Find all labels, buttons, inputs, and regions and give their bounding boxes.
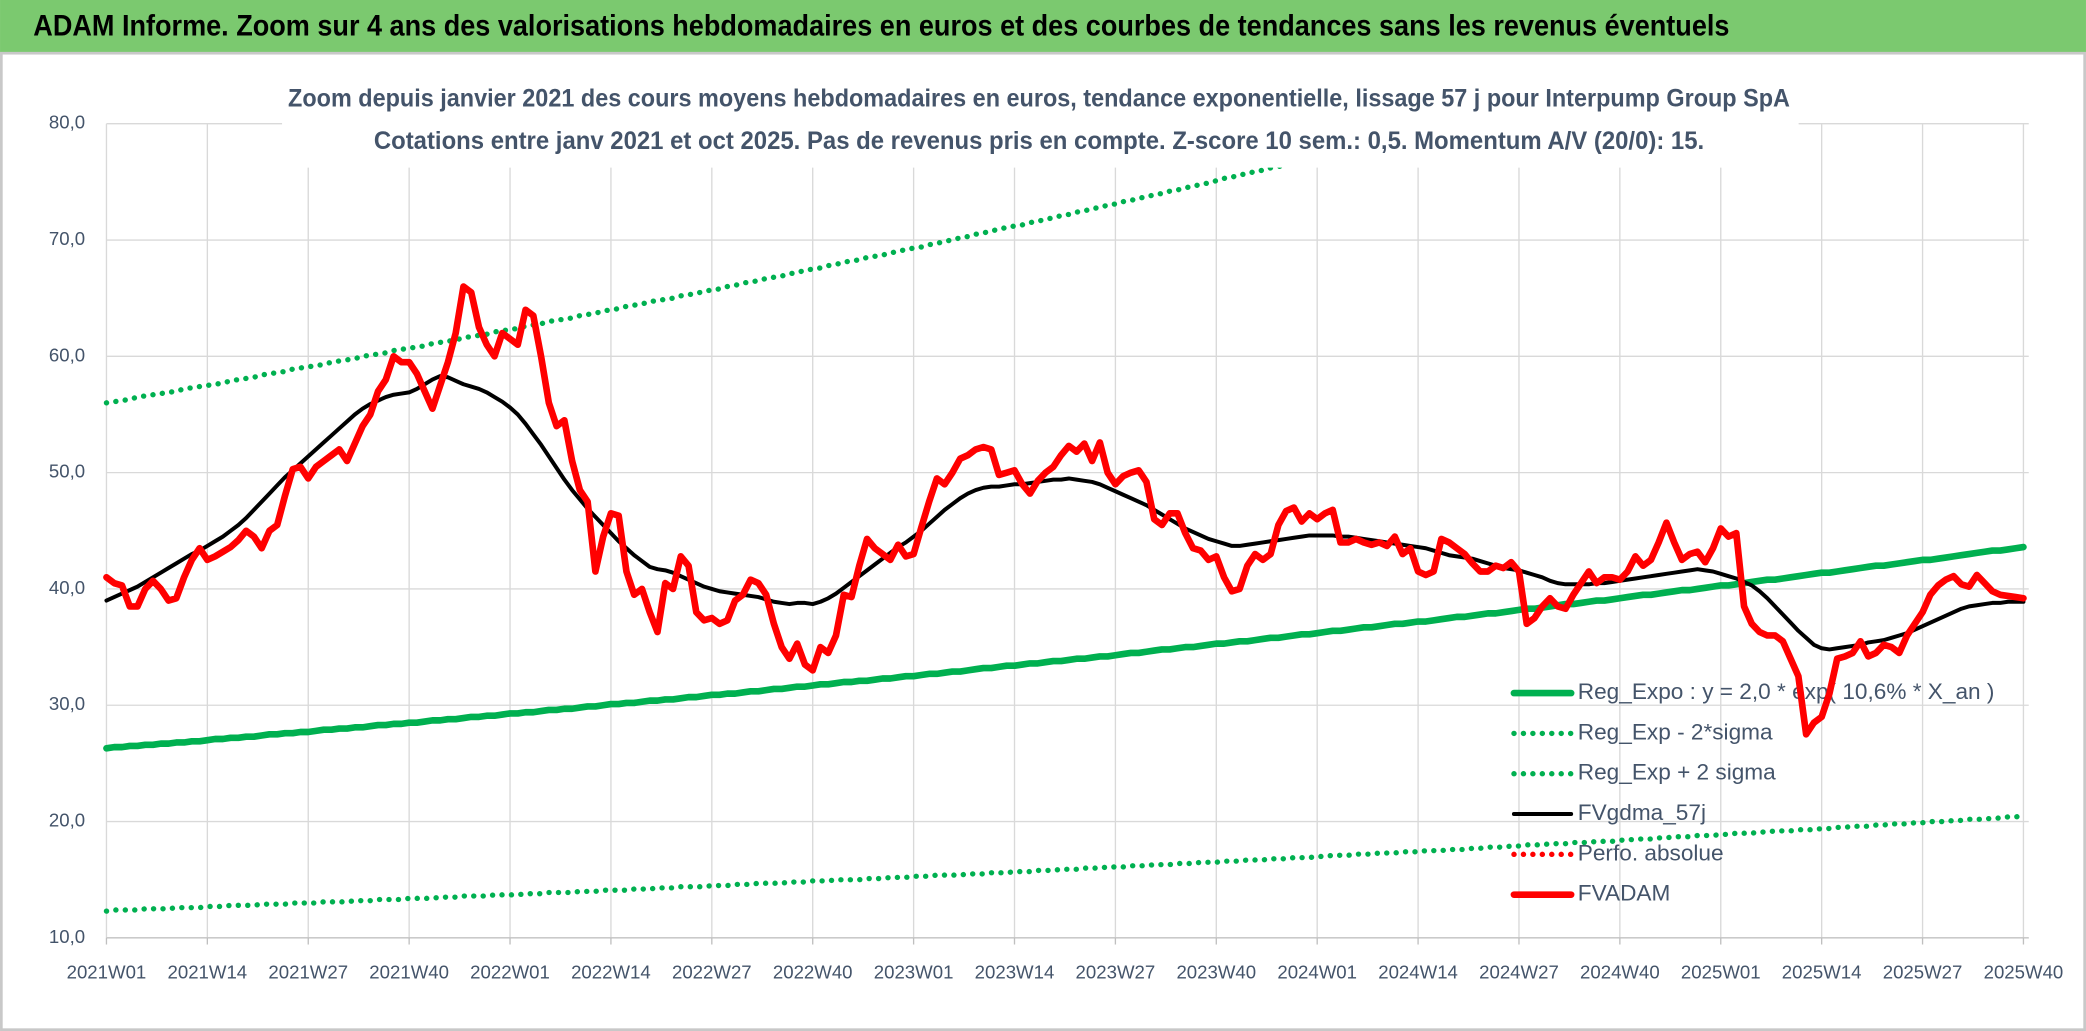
x-tick-label: 2021W14 <box>168 962 248 983</box>
x-tick-label: 2022W01 <box>470 962 550 983</box>
x-tick-label: 2022W27 <box>672 962 752 983</box>
series-line <box>103 283 2027 738</box>
legend-label: Reg_Exp - 2*sigma <box>1578 719 1773 744</box>
subtitle-box <box>282 77 1799 168</box>
chart-title: Zoom depuis janvier 2021 des cours moyen… <box>288 84 1790 112</box>
y-tick-label: 20,0 <box>49 809 85 830</box>
header-band <box>0 0 2086 54</box>
y-tick-label: 30,0 <box>49 693 85 714</box>
x-tick-label: 2025W40 <box>1984 962 2064 983</box>
series-line <box>103 813 2027 914</box>
x-tick-label: 2022W40 <box>773 962 853 983</box>
y-tick-label: 70,0 <box>49 228 85 249</box>
x-tick-label: 2025W14 <box>1782 962 1862 983</box>
axes: 10,0 20,0 30,0 40,0 50,0 60,0 70,0 80,0 2021W01 2… <box>49 112 2063 983</box>
x-tick-label: 2022W14 <box>571 962 651 983</box>
y-tick-label: 50,0 <box>49 461 85 482</box>
series-line <box>103 543 2027 752</box>
chart-frame <box>0 51 2086 1031</box>
legend-label: Reg_Exp + 2 sigma <box>1578 760 1776 785</box>
legend: Reg_Expo : y = 2,0 * exp( 10,6% * X_an )… <box>1510 679 1995 906</box>
x-tick-label: 2025W01 <box>1681 962 1761 983</box>
legend-label: Perfo. absolue <box>1578 840 1724 865</box>
x-tick-label: 2024W40 <box>1580 962 1660 983</box>
x-tick-label: 2021W01 <box>67 962 147 983</box>
x-tick-label: 2023W27 <box>1076 962 1156 983</box>
legend-label: FVgdma_57j <box>1578 800 1706 825</box>
x-tick-label: 2023W40 <box>1176 962 1256 983</box>
trend-lines <box>103 114 2027 914</box>
legend-label: Reg_Expo : y = 2,0 * exp( 10,6% * X_an ) <box>1578 679 1995 704</box>
x-tick-label: 2023W14 <box>975 962 1055 983</box>
page-title: ADAM Informe. Zoom sur 4 ans des valoris… <box>33 11 1729 43</box>
x-tick-label: 2021W27 <box>268 962 348 983</box>
y-tick-label: 60,0 <box>49 344 85 365</box>
x-tick-label: 2021W40 <box>369 962 449 983</box>
series-line <box>104 374 2026 652</box>
y-tick-label: 40,0 <box>49 577 85 598</box>
x-tick-label: 2025W27 <box>1883 962 1963 983</box>
x-tick-label: 2024W14 <box>1378 962 1458 983</box>
y-tick-label: 10,0 <box>49 926 85 947</box>
price-lines <box>103 283 2027 738</box>
x-tick-label: 2024W01 <box>1277 962 1357 983</box>
y-tick-label: 80,0 <box>49 112 85 133</box>
chart-subtitle: Cotations entre janv 2021 et oct 2025. P… <box>374 127 1704 155</box>
x-tick-label: 2024W27 <box>1479 962 1559 983</box>
legend-label: FVADAM <box>1578 881 1671 906</box>
x-tick-label: 2023W01 <box>874 962 954 983</box>
